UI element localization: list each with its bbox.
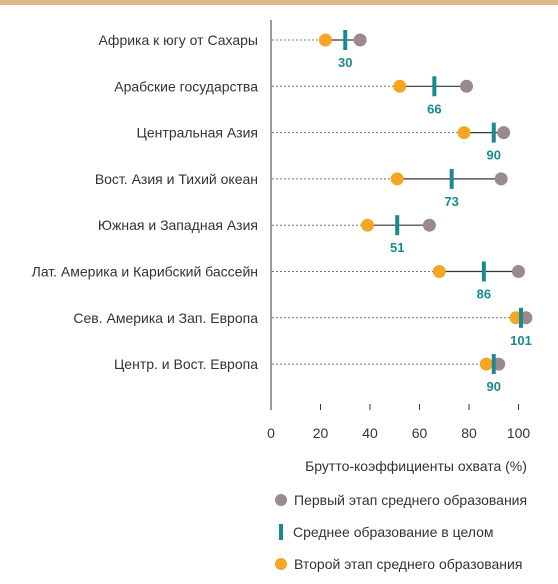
legend-item-second-stage: Второй этап среднего образования	[274, 552, 558, 576]
legend-item-total: Среднее образование в целом	[274, 520, 558, 544]
category-label: Центральная Азия	[137, 125, 258, 141]
x-tick-label: 20	[313, 425, 329, 441]
legend-swatch-total	[279, 524, 283, 540]
category-label: Центр. и Вост. Европа	[114, 356, 258, 372]
point-first-stage	[422, 218, 436, 232]
legend-item-first-stage: Первый этап среднего образования	[274, 488, 558, 512]
value-label-total: 101	[510, 333, 532, 348]
category-label: Африка к югу от Сахары	[98, 32, 258, 48]
point-second-stage	[393, 79, 407, 93]
point-second-stage	[318, 33, 332, 47]
value-label-total: 73	[444, 194, 458, 209]
legend: Первый этап среднего образования Среднее…	[274, 488, 558, 584]
marker-total	[432, 76, 437, 97]
legend-swatch-first-stage	[275, 494, 287, 506]
category-label: Арабские государства	[114, 78, 258, 94]
category-label: Вост. Азия и Тихий океан	[95, 171, 258, 187]
point-first-stage	[497, 126, 511, 140]
value-label-total: 90	[487, 148, 501, 163]
point-second-stage	[390, 172, 404, 186]
legend-label-second-stage: Второй этап среднего образования	[294, 556, 523, 572]
marker-total	[491, 122, 496, 143]
value-label-total: 30	[338, 55, 352, 70]
point-first-stage	[353, 33, 367, 47]
value-label-total: 51	[390, 240, 404, 255]
dot-chart: Африка к югу от Сахары 30 Арабские государ…	[32, 20, 533, 474]
marker-total	[491, 354, 496, 375]
x-tick-label: 60	[412, 425, 428, 441]
value-label-total: 86	[477, 287, 491, 302]
top-rule	[0, 0, 558, 5]
point-first-stage	[494, 172, 508, 186]
point-second-stage	[457, 126, 471, 140]
legend-label-total: Среднее образование в целом	[293, 524, 494, 540]
point-second-stage	[479, 357, 493, 371]
marker-total	[449, 168, 454, 189]
point-first-stage	[512, 265, 525, 278]
x-tick-label: 80	[461, 425, 477, 441]
legend-label-first-stage: Первый этап среднего образования	[294, 492, 528, 508]
value-label-total: 66	[427, 101, 441, 116]
legend-swatch-second-stage	[275, 558, 287, 570]
x-tick-label: 40	[362, 425, 378, 441]
x-axis-title: Брутто-коэффициенты охвата (%)	[305, 458, 527, 474]
marker-total	[395, 215, 400, 236]
point-first-stage	[460, 79, 474, 93]
point-second-stage	[432, 265, 446, 278]
marker-total	[481, 261, 486, 282]
category-label: Южная и Западная Азия	[98, 217, 258, 233]
x-tick-label: 0	[267, 425, 275, 441]
category-label: Лат. Америка и Карибский бассейн	[32, 264, 258, 280]
category-label: Сев. Америка и Зап. Европа	[73, 310, 258, 326]
value-label-total: 90	[487, 379, 501, 394]
marker-total	[343, 30, 348, 50]
x-tick-label: 100	[507, 425, 531, 441]
point-second-stage	[361, 218, 375, 232]
marker-total	[518, 307, 523, 328]
